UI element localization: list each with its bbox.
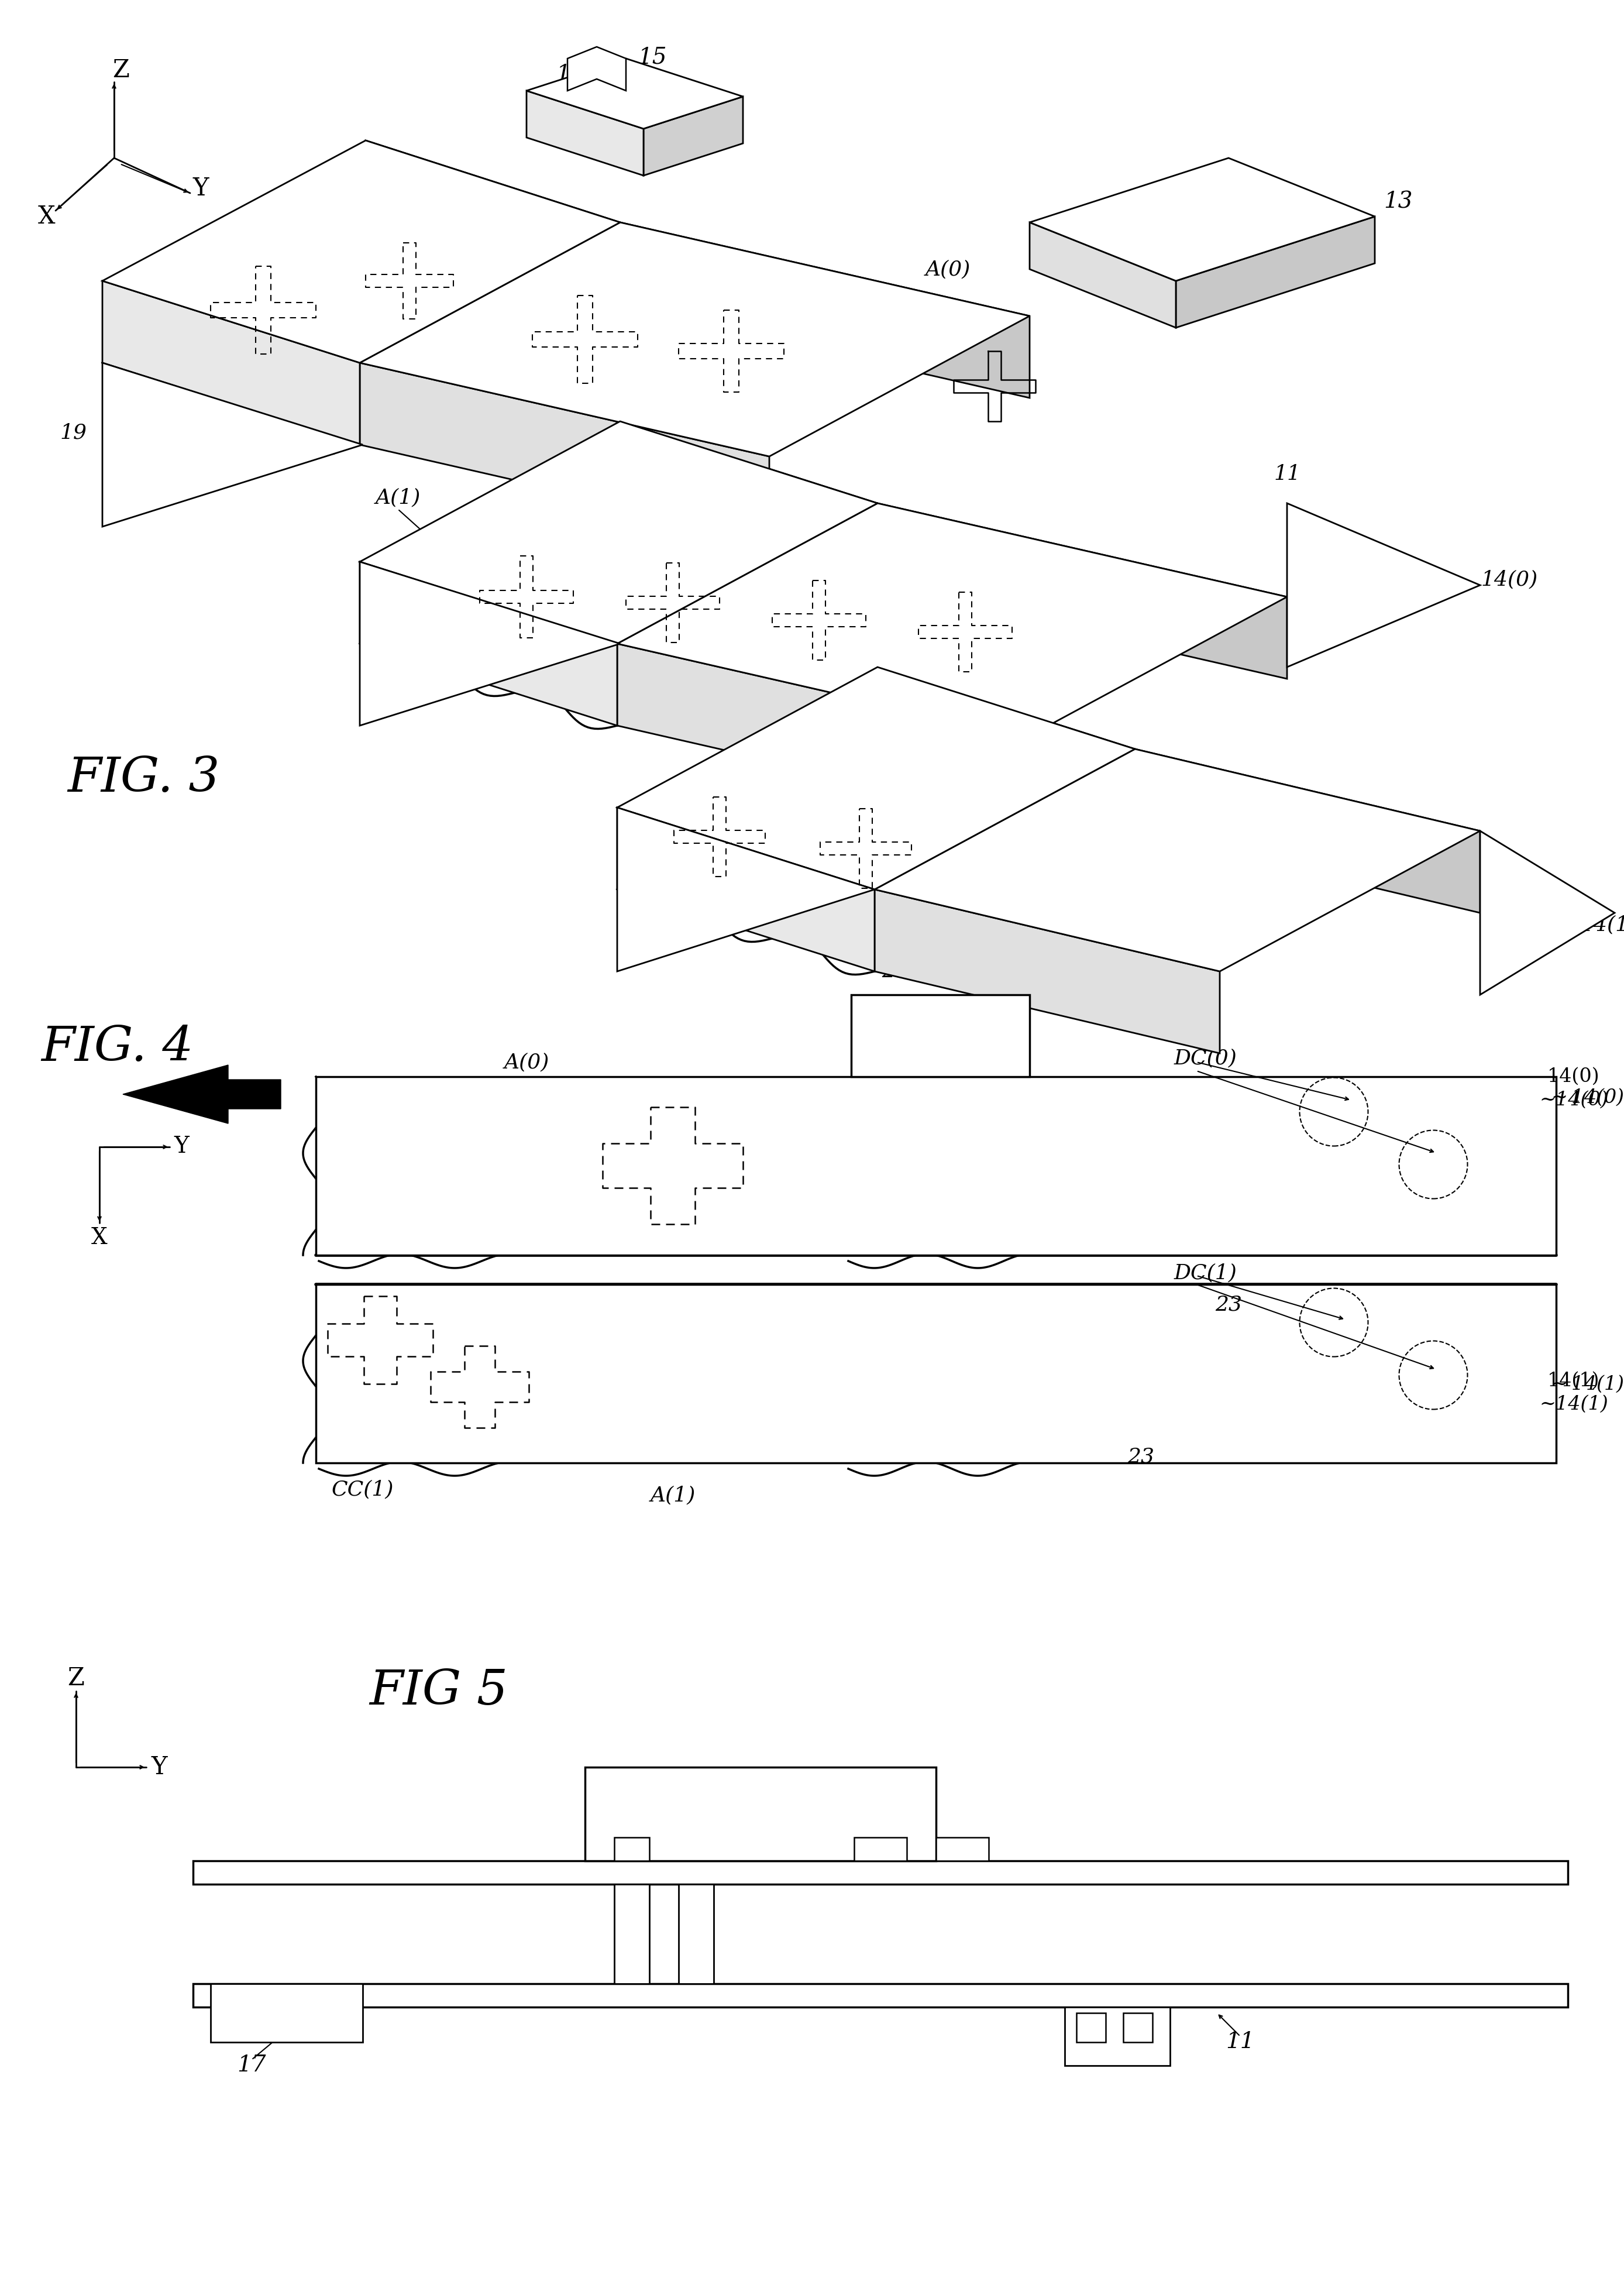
Polygon shape <box>1479 831 1614 995</box>
Text: Y: Y <box>174 1136 188 1158</box>
Text: X: X <box>37 204 55 229</box>
Polygon shape <box>877 504 1288 679</box>
Text: A(1): A(1) <box>375 488 421 506</box>
Text: Y: Y <box>151 1755 167 1780</box>
Polygon shape <box>1030 223 1176 327</box>
Text: $\sim$14(1): $\sim$14(1) <box>1548 1374 1624 1394</box>
Polygon shape <box>617 504 1288 738</box>
Text: ~14(1): ~14(1) <box>1540 1394 1608 1415</box>
Polygon shape <box>1288 504 1479 668</box>
Polygon shape <box>317 1076 1556 1256</box>
Polygon shape <box>1176 216 1376 327</box>
Polygon shape <box>1077 2012 1106 2042</box>
Polygon shape <box>679 1885 713 1983</box>
Text: FIG. 4: FIG. 4 <box>41 1024 193 1072</box>
Polygon shape <box>361 223 1030 456</box>
Polygon shape <box>1065 2008 1169 2067</box>
Text: FIG 5: FIG 5 <box>370 1667 508 1715</box>
Polygon shape <box>617 808 875 972</box>
Polygon shape <box>851 995 1030 1076</box>
Polygon shape <box>614 1837 650 1860</box>
Text: 23: 23 <box>648 833 674 852</box>
Polygon shape <box>620 223 1030 397</box>
Polygon shape <box>102 141 620 363</box>
Polygon shape <box>1030 159 1376 282</box>
Text: Y: Y <box>193 177 209 200</box>
Polygon shape <box>526 59 742 129</box>
Text: CC(1): CC(1) <box>331 1478 395 1499</box>
Text: 19: 19 <box>60 422 86 443</box>
Polygon shape <box>1135 749 1479 913</box>
Polygon shape <box>585 1767 935 1860</box>
Polygon shape <box>617 808 875 972</box>
Polygon shape <box>617 668 1135 890</box>
Polygon shape <box>1124 2012 1153 2042</box>
Polygon shape <box>361 363 770 538</box>
Polygon shape <box>643 98 742 175</box>
Polygon shape <box>361 561 617 727</box>
Text: 14(1): 14(1) <box>1580 915 1624 933</box>
Polygon shape <box>875 890 1220 1054</box>
Text: 11: 11 <box>1226 2030 1255 2053</box>
Polygon shape <box>614 1885 650 1983</box>
Text: DC(1): DC(1) <box>1174 1263 1237 1283</box>
Text: 15: 15 <box>638 45 667 68</box>
Text: 17: 17 <box>555 64 585 86</box>
Polygon shape <box>877 668 1135 831</box>
Polygon shape <box>193 1860 1567 1885</box>
Text: DC(0): DC(0) <box>1174 1047 1237 1067</box>
Polygon shape <box>123 1065 281 1124</box>
Text: 14(0): 14(0) <box>1548 1067 1600 1086</box>
Text: A(1): A(1) <box>650 1485 695 1506</box>
Text: FIG. 3: FIG. 3 <box>67 754 219 802</box>
Text: Z: Z <box>112 59 130 82</box>
Polygon shape <box>365 141 620 304</box>
Polygon shape <box>317 1285 1556 1463</box>
Polygon shape <box>211 1983 362 2042</box>
Text: 11: 11 <box>1273 463 1301 484</box>
Text: Z: Z <box>68 1667 84 1690</box>
Polygon shape <box>620 422 877 586</box>
Text: ~14(0): ~14(0) <box>1540 1090 1608 1111</box>
Polygon shape <box>361 561 620 727</box>
Polygon shape <box>935 1837 989 1860</box>
Text: A(0): A(0) <box>926 259 971 279</box>
Text: 17: 17 <box>237 2055 266 2076</box>
Text: 23: 23 <box>882 961 908 981</box>
Polygon shape <box>102 282 361 445</box>
Polygon shape <box>526 91 643 175</box>
Text: A(0): A(0) <box>503 1051 549 1072</box>
Text: 23: 23 <box>1109 2048 1138 2071</box>
Text: 11: 11 <box>934 1049 961 1070</box>
Polygon shape <box>875 749 1479 972</box>
Text: 23: 23 <box>1127 1447 1155 1467</box>
Polygon shape <box>102 363 362 527</box>
Polygon shape <box>193 1983 1567 2008</box>
Polygon shape <box>854 1837 906 1860</box>
Text: 13: 13 <box>1384 191 1413 213</box>
Text: 14(1): 14(1) <box>1548 1372 1600 1390</box>
Text: 14(0): 14(0) <box>1481 570 1538 588</box>
Text: 13: 13 <box>945 1013 974 1036</box>
Text: X: X <box>91 1226 107 1249</box>
Text: $\sim$14(0): $\sim$14(0) <box>1548 1088 1624 1108</box>
Polygon shape <box>567 48 625 91</box>
Text: 23: 23 <box>1215 1294 1242 1315</box>
Polygon shape <box>361 422 877 643</box>
Polygon shape <box>617 643 1026 820</box>
